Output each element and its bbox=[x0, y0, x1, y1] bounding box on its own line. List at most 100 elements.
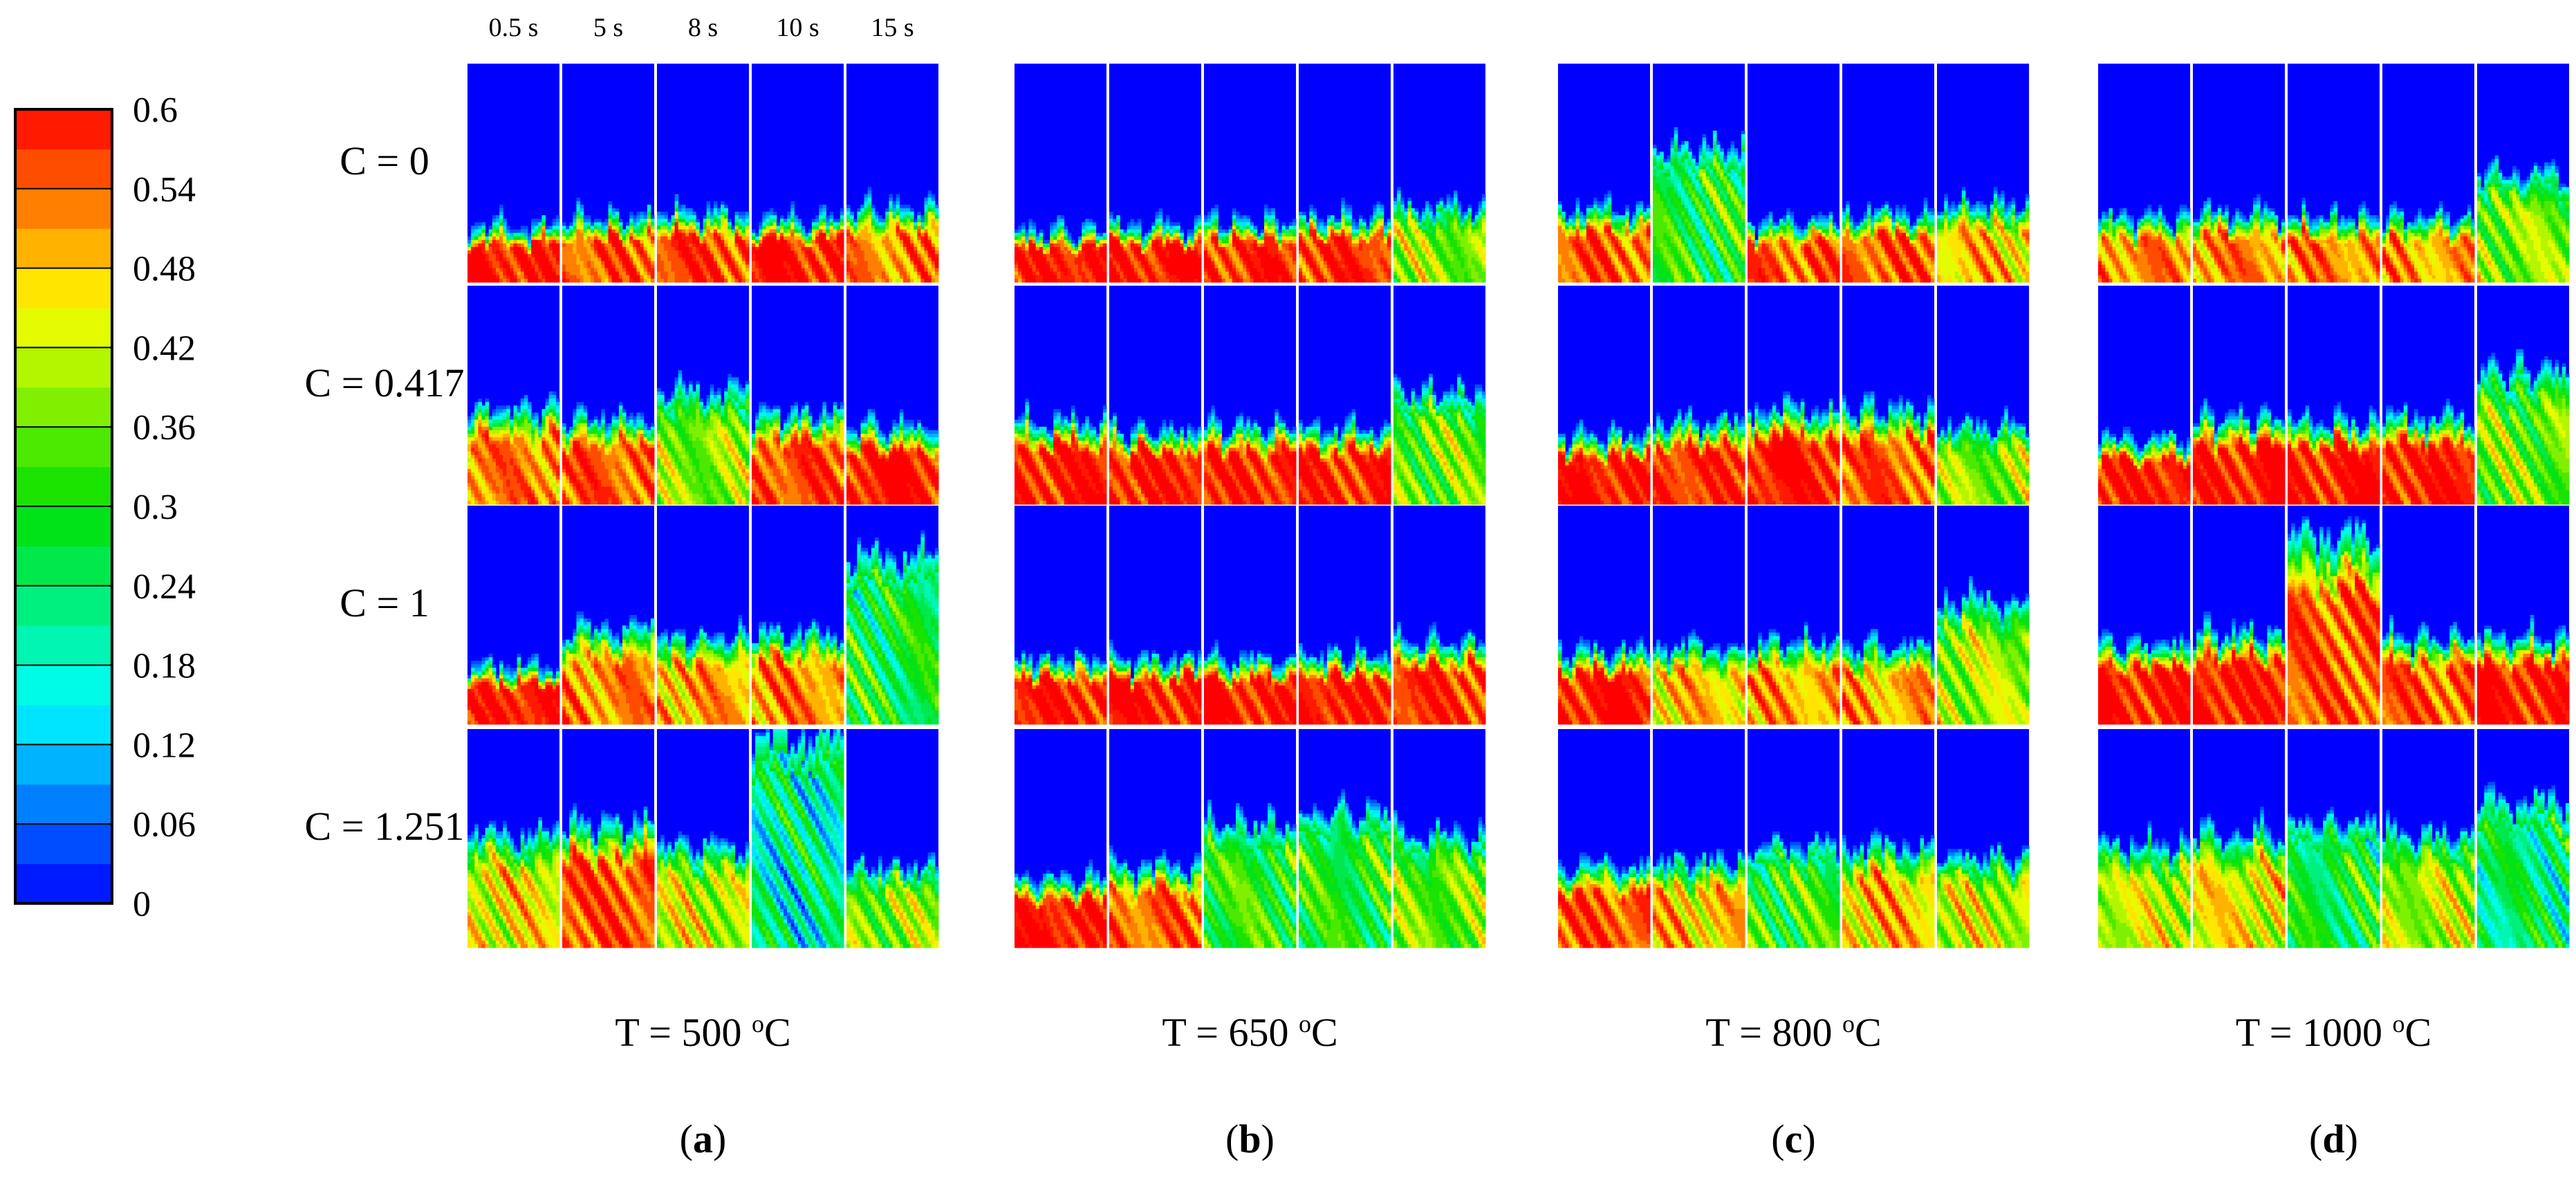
heatmap-cell bbox=[549, 268, 553, 273]
heatmap-cell bbox=[528, 257, 532, 261]
heatmap-cell bbox=[531, 226, 535, 230]
heatmap-cell bbox=[499, 265, 503, 269]
heatmap-cell bbox=[538, 279, 542, 283]
heatmap-cell bbox=[636, 240, 640, 244]
heatmap-cell bbox=[594, 247, 598, 251]
heatmap-cell bbox=[594, 240, 598, 244]
heatmap-cell bbox=[562, 250, 566, 255]
heatmap-cell bbox=[496, 233, 500, 237]
heatmap-cell bbox=[541, 219, 546, 223]
heatmap-cell bbox=[492, 233, 497, 237]
heatmap-panel bbox=[467, 64, 560, 283]
heatmap-cell bbox=[541, 275, 546, 279]
heatmap-cell bbox=[597, 222, 602, 226]
heatmap-cell bbox=[640, 243, 645, 248]
heatmap-cell bbox=[541, 230, 546, 234]
heatmap-cell bbox=[633, 230, 637, 234]
colorbar-band bbox=[15, 824, 112, 864]
heatmap-cell bbox=[562, 230, 566, 234]
heatmap-cell bbox=[506, 254, 510, 258]
heatmap-cell bbox=[514, 230, 518, 234]
heatmap-cell bbox=[506, 261, 510, 265]
heatmap-cell bbox=[499, 261, 503, 265]
heatmap-cell bbox=[546, 230, 550, 234]
heatmap-cell bbox=[636, 215, 640, 219]
heatmap-cell bbox=[481, 275, 485, 279]
heatmap-cell bbox=[510, 272, 514, 276]
heatmap-cell bbox=[604, 247, 609, 251]
heatmap-cell bbox=[541, 215, 546, 219]
heatmap-cell bbox=[573, 243, 577, 248]
heatmap-cell bbox=[524, 243, 528, 248]
heatmap-cell bbox=[478, 250, 482, 255]
heatmap-cell bbox=[499, 279, 503, 283]
heatmap-cell bbox=[535, 243, 539, 248]
heatmap-cell bbox=[471, 240, 475, 244]
heatmap-cell bbox=[474, 250, 479, 255]
heatmap-cell bbox=[647, 215, 651, 219]
heatmap-cell bbox=[485, 250, 490, 255]
heatmap-cell bbox=[521, 230, 525, 234]
heatmap-cell bbox=[467, 268, 472, 273]
heatmap-cell bbox=[584, 230, 588, 234]
heatmap-cell bbox=[612, 219, 616, 223]
heatmap-cell bbox=[541, 265, 546, 269]
heatmap-cell bbox=[587, 230, 591, 234]
heatmap-cell bbox=[546, 257, 550, 261]
heatmap-cell bbox=[651, 250, 655, 255]
heatmap-cell bbox=[481, 243, 485, 248]
heatmap-cell bbox=[524, 275, 528, 279]
heatmap-cell bbox=[633, 254, 637, 258]
heatmap-cell bbox=[587, 233, 591, 237]
heatmap-cell bbox=[514, 254, 518, 258]
heatmap-cell bbox=[478, 279, 482, 283]
heatmap-cell bbox=[633, 215, 637, 219]
heatmap-cell bbox=[553, 272, 557, 276]
heatmap-cell bbox=[510, 261, 514, 265]
heatmap-cell bbox=[467, 275, 472, 279]
heatmap-cell bbox=[524, 257, 528, 261]
heatmap-cell bbox=[531, 219, 535, 223]
heatmap-cell bbox=[556, 226, 560, 230]
heatmap-cell bbox=[499, 237, 503, 241]
heatmap-cell bbox=[467, 257, 472, 261]
heatmap-cell bbox=[485, 254, 490, 258]
heatmap-cell bbox=[514, 240, 518, 244]
heatmap-cell bbox=[517, 275, 521, 279]
heatmap-cell bbox=[636, 233, 640, 237]
heatmap-cell bbox=[566, 247, 570, 251]
heatmap-cell bbox=[612, 237, 616, 241]
heatmap-cell bbox=[492, 261, 497, 265]
heatmap-cell bbox=[492, 222, 497, 226]
heatmap-cell bbox=[535, 233, 539, 237]
heatmap-cell bbox=[615, 219, 620, 223]
heatmap-cell bbox=[517, 279, 521, 283]
heatmap-cell bbox=[651, 233, 655, 237]
heatmap-cell bbox=[481, 257, 485, 261]
heatmap-cell bbox=[489, 279, 493, 283]
heatmap-cell bbox=[474, 275, 479, 279]
heatmap-cell bbox=[492, 268, 497, 273]
heatmap-cell bbox=[640, 250, 645, 255]
heatmap-cell bbox=[503, 272, 507, 276]
heatmap-cell bbox=[510, 230, 514, 234]
heatmap-cell bbox=[576, 250, 580, 255]
heatmap-cell bbox=[636, 212, 640, 216]
heatmap-cell bbox=[580, 222, 584, 226]
heatmap-cell bbox=[553, 226, 557, 230]
heatmap-cell bbox=[622, 237, 627, 241]
heatmap-cell bbox=[556, 222, 560, 226]
heatmap-cell bbox=[609, 208, 613, 212]
heatmap-cell bbox=[601, 230, 605, 234]
heatmap-cell bbox=[636, 243, 640, 248]
heatmap-cell bbox=[471, 261, 475, 265]
heatmap-cell bbox=[489, 240, 493, 244]
heatmap-cell bbox=[474, 261, 479, 265]
heatmap-cell bbox=[528, 265, 532, 269]
heatmap-cell bbox=[481, 279, 485, 283]
heatmap-cell bbox=[485, 237, 490, 241]
heatmap-cell bbox=[553, 254, 557, 258]
heatmap-cell bbox=[651, 219, 655, 223]
colorbar-band bbox=[15, 427, 112, 467]
heatmap-cell bbox=[644, 250, 648, 255]
